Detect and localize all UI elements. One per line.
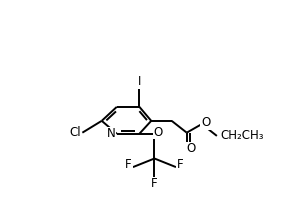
Text: O: O: [201, 116, 210, 129]
Text: Cl: Cl: [69, 126, 81, 139]
Text: CH₂CH₃: CH₂CH₃: [220, 129, 264, 142]
Text: I: I: [138, 75, 141, 88]
Text: N: N: [107, 127, 116, 140]
Text: F: F: [177, 158, 184, 172]
Text: F: F: [151, 177, 158, 190]
Text: F: F: [125, 158, 132, 172]
Text: O: O: [186, 142, 196, 155]
Text: O: O: [154, 126, 163, 138]
